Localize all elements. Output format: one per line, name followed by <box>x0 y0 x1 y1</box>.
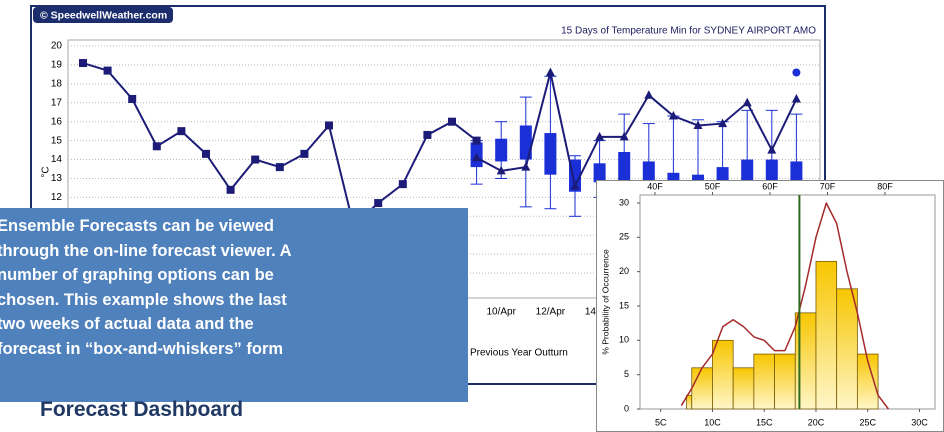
y-tick-label: 14 <box>51 154 63 165</box>
x-tick-label: 30C <box>911 417 928 427</box>
point <box>423 130 432 139</box>
point <box>545 67 555 76</box>
footer-title: Forecast Dashboard <box>40 398 244 421</box>
point <box>226 185 235 194</box>
caption-line: Ensemble Forecasts can be viewed <box>0 217 274 235</box>
point <box>693 120 703 129</box>
chart-title: 15 Days of Temperature Min for SYDNEY AI… <box>561 26 816 37</box>
point <box>767 145 777 154</box>
y-tick-label: 10 <box>619 335 629 345</box>
point <box>791 93 801 103</box>
y-tick-label: 30 <box>619 197 629 207</box>
y-tick-label: 13 <box>51 173 63 184</box>
point <box>177 127 186 136</box>
y-tick-label: 20 <box>619 266 629 276</box>
point <box>300 149 309 158</box>
x-tick-label: 5C <box>655 417 667 427</box>
x-tick-label: 10C <box>704 417 721 427</box>
x-tick-label: 12/Apr <box>536 307 566 318</box>
caption-line: forecast in “box-and-whiskers” form <box>0 339 284 358</box>
y-tick-label: 16 <box>51 116 63 127</box>
density-curve <box>680 202 890 410</box>
y-tick-label: 17 <box>51 97 63 108</box>
caption-line: through the on-line forecast viewer. A <box>0 241 292 260</box>
bar <box>753 353 775 410</box>
bar <box>691 367 713 410</box>
y-tick-label: 19 <box>51 60 63 71</box>
y-tick-label: 18 <box>51 78 63 89</box>
y-tick-label: 15 <box>619 300 629 310</box>
point <box>570 181 580 190</box>
box <box>618 151 631 188</box>
caption-line: chosen. This example shows the last <box>0 290 287 309</box>
point <box>103 66 112 75</box>
point <box>152 142 161 151</box>
point <box>718 118 728 128</box>
point <box>251 155 260 164</box>
y-axis-label: °C <box>41 166 52 177</box>
point <box>742 97 752 107</box>
point <box>128 94 137 103</box>
point <box>325 121 333 130</box>
bar <box>712 339 734 410</box>
x-tick-label: 15C <box>756 417 773 427</box>
bar <box>836 288 858 410</box>
point <box>202 149 210 158</box>
point <box>619 131 629 141</box>
x2-tick-label: 80F <box>877 181 893 191</box>
x2-tick-label: 70F <box>820 181 836 191</box>
x-tick-label: 20C <box>808 417 825 427</box>
x2-tick-label: 50F <box>705 181 721 191</box>
badge: © SpeedwellWeather.com <box>40 9 167 21</box>
y-tick-label: 12 <box>51 192 63 203</box>
bar <box>732 367 755 410</box>
point <box>668 111 678 120</box>
badge-bg <box>33 7 173 23</box>
bar <box>815 260 838 410</box>
box <box>593 163 606 183</box>
caption-line: number of graphing options can be <box>0 266 274 284</box>
x2-tick-label: 60F <box>762 181 778 191</box>
point <box>275 163 284 172</box>
x-tick-label: 10/Apr <box>486 307 516 318</box>
box <box>544 133 557 175</box>
point <box>644 90 654 99</box>
point <box>472 136 481 145</box>
point <box>496 165 506 175</box>
histogram-window: % Probability of Occurrence 0 5 10 15 20 25 30… <box>596 180 944 432</box>
y-tick-label: 15 <box>51 135 63 146</box>
histogram-plot: 0 5 10 15 20 25 30 5C 10C 15C 20C 25C 30C 40F 50F 60F 70… <box>619 181 928 427</box>
legend-label: Previous Year Outturn <box>470 348 568 359</box>
point <box>448 117 456 126</box>
point <box>79 59 87 68</box>
point <box>521 162 531 171</box>
point <box>374 199 383 208</box>
y-tick-label: 5 <box>624 369 629 379</box>
y-tick-label: 20 <box>51 41 63 52</box>
y-tick-label: 0 <box>624 403 629 413</box>
bar <box>774 353 796 410</box>
x2-tick-label: 40F <box>647 181 663 191</box>
caption: Ensemble Forecasts can be viewed through … <box>0 208 468 402</box>
point <box>398 180 407 189</box>
bar <box>794 312 817 410</box>
box <box>495 138 508 162</box>
point <box>472 152 482 162</box>
bar <box>856 353 879 410</box>
point <box>595 131 605 141</box>
y-tick-label: 25 <box>619 232 629 242</box>
y-axis-label: % Probability of Occurrence <box>600 249 610 355</box>
x-tick-label: 25C <box>859 417 876 427</box>
caption-line: two weeks of actual data and the <box>0 315 254 333</box>
point <box>792 68 801 77</box>
bar <box>686 394 693 410</box>
box <box>519 125 532 160</box>
